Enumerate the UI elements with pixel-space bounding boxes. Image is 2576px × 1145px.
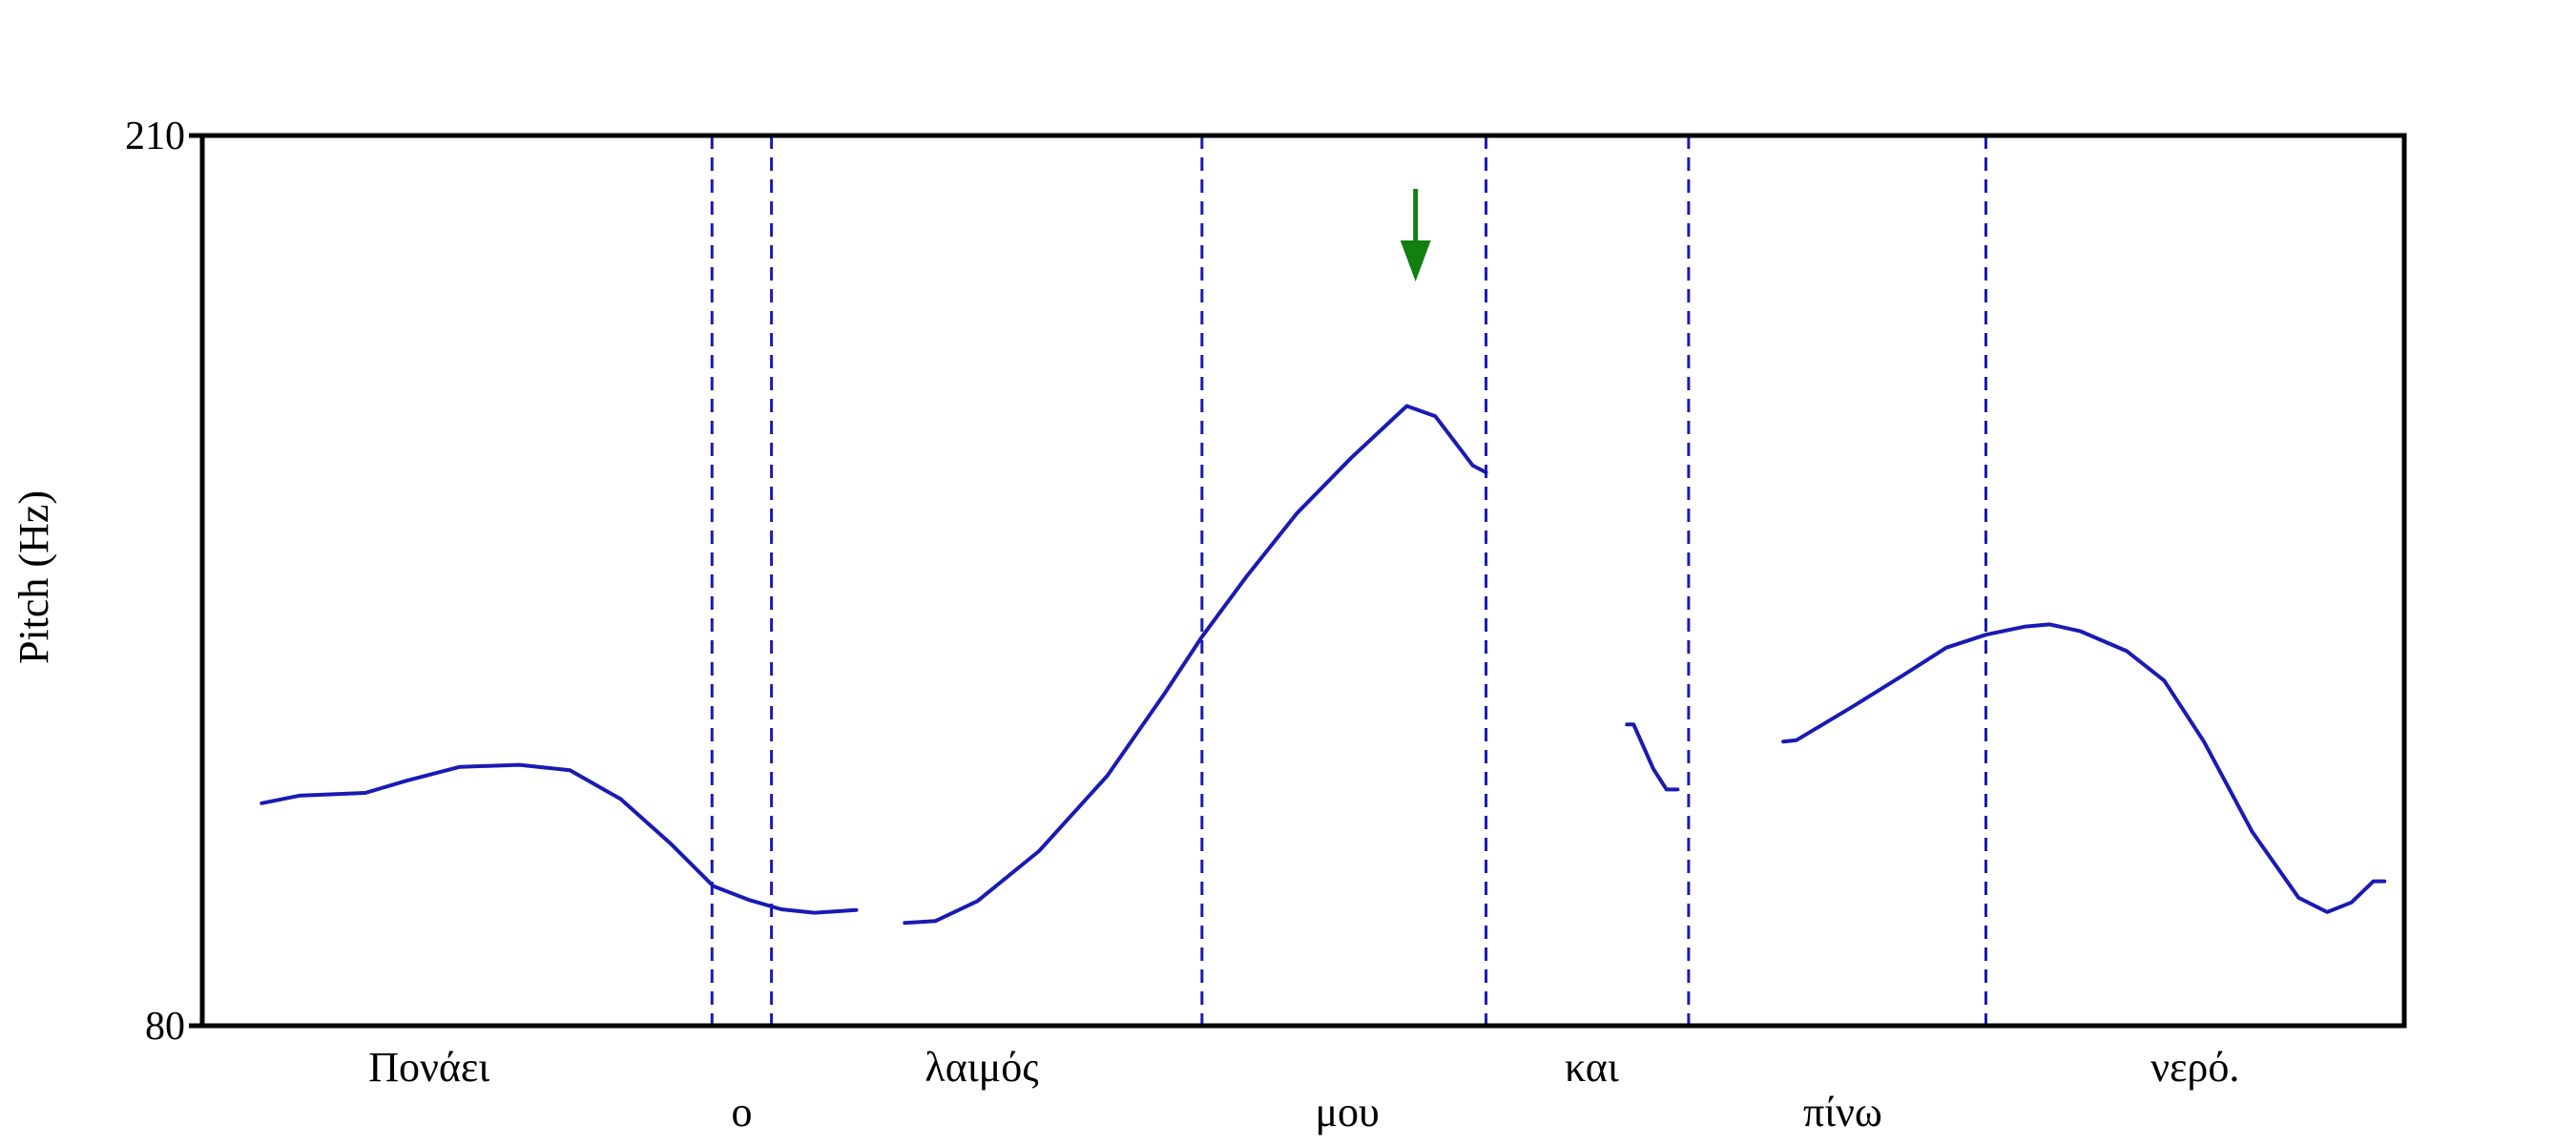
y-tick-label: 80 [145, 1005, 185, 1049]
word-label: μου [1315, 1089, 1379, 1135]
y-axis-label: Pitch (Hz) [10, 490, 57, 664]
word-label: Πονάει [368, 1044, 489, 1091]
pitch-contour-segment-1 [260, 762, 859, 915]
plot-frame [199, 133, 2407, 1029]
word-label: πίνω [1803, 1089, 1882, 1135]
word-label: λαιμός [924, 1044, 1038, 1091]
y-axis-ticks: 210 80 [125, 114, 202, 1049]
pitch-contour-segment-4 [1781, 622, 2387, 914]
word-boundaries [710, 135, 1987, 1026]
word-labels: Πονάει ο λαιμός μου και πίνω νερό. [368, 1044, 2239, 1135]
peak-arrow-marker [1400, 189, 1431, 281]
word-label: ο [731, 1089, 752, 1135]
pitch-contour-segment-2 [903, 404, 1488, 926]
word-label: νερό. [2150, 1044, 2239, 1091]
y-tick-label: 210 [125, 114, 185, 158]
arrow-head [1400, 240, 1431, 281]
word-label: και [1565, 1044, 1619, 1091]
pitch-contour-segment-3 [1625, 722, 1680, 792]
annotation-layer [1400, 189, 1431, 281]
pitch-contours [260, 404, 2387, 926]
